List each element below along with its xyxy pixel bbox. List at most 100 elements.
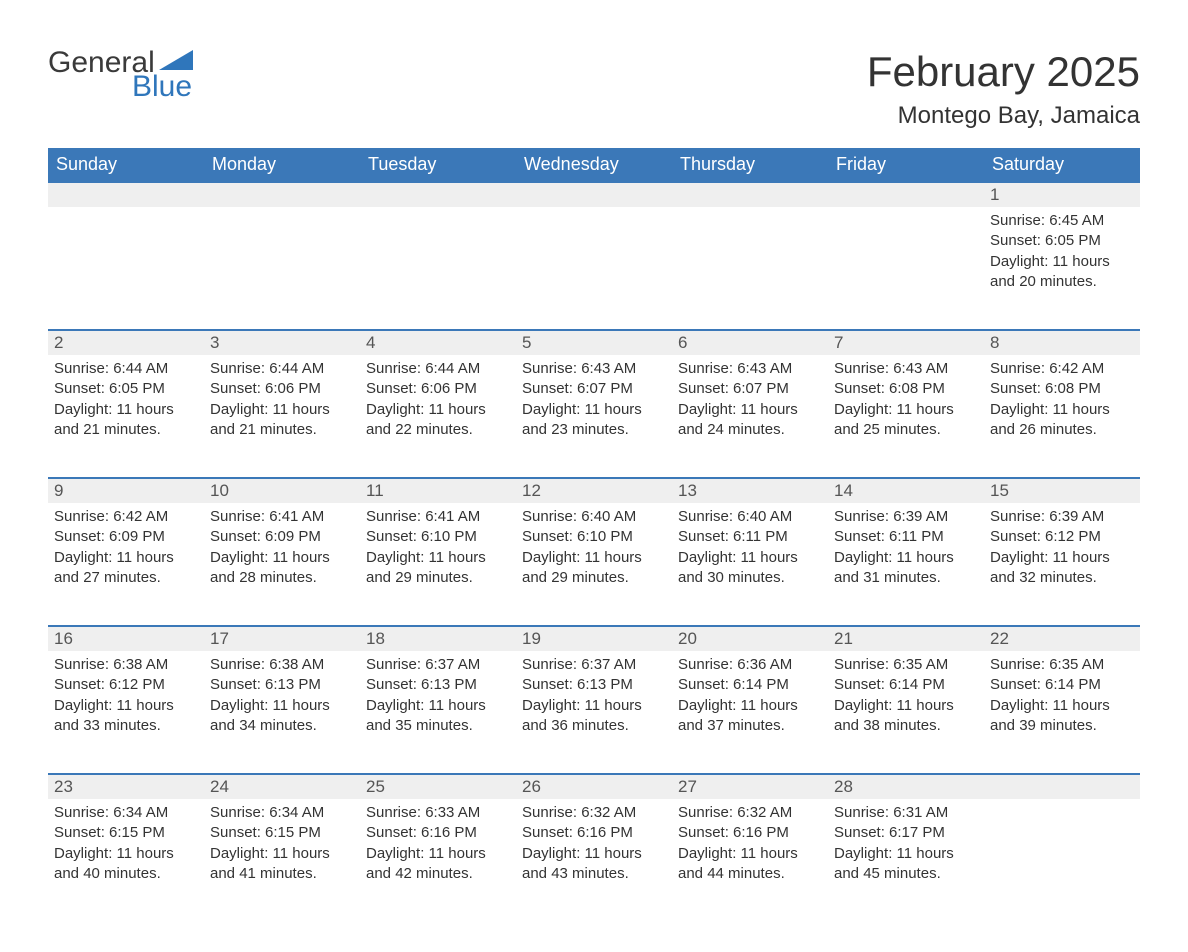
day-cell: 5Sunrise: 6:43 AMSunset: 6:07 PMDaylight…	[516, 330, 672, 478]
sunset: Sunset: 6:13 PM	[210, 675, 354, 695]
sunrise-value: 6:31 AM	[893, 804, 948, 821]
sunrise-value: 6:38 AM	[113, 656, 168, 673]
empty-cell	[672, 182, 828, 330]
day-cell: 16Sunrise: 6:38 AMSunset: 6:12 PMDayligh…	[48, 626, 204, 774]
sunset-label: Sunset:	[54, 380, 105, 397]
sunrise-value: 6:35 AM	[893, 656, 948, 673]
sunrise-label: Sunrise:	[990, 360, 1045, 377]
day-details: Sunrise: 6:36 AMSunset: 6:14 PMDaylight:…	[672, 651, 828, 740]
sunrise: Sunrise: 6:43 AM	[834, 359, 978, 379]
day-number: 21	[828, 627, 984, 651]
daylight: Daylight: 11 hours and 33 minutes.	[54, 696, 198, 737]
sunrise: Sunrise: 6:34 AM	[210, 803, 354, 823]
sunrise-label: Sunrise:	[210, 360, 265, 377]
sunrise: Sunrise: 6:41 AM	[210, 507, 354, 527]
day-number: 14	[828, 479, 984, 503]
daylight: Daylight: 11 hours and 37 minutes.	[678, 696, 822, 737]
sunrise-label: Sunrise:	[834, 360, 889, 377]
day-number	[672, 183, 828, 207]
daylight-label: Daylight:	[366, 401, 424, 418]
daylight-label: Daylight:	[834, 401, 892, 418]
day-cell: 4Sunrise: 6:44 AMSunset: 6:06 PMDaylight…	[360, 330, 516, 478]
sunrise: Sunrise: 6:35 AM	[990, 655, 1134, 675]
daylight-label: Daylight:	[366, 845, 424, 862]
sunrise-value: 6:45 AM	[1049, 212, 1104, 229]
day-number: 13	[672, 479, 828, 503]
sunset-label: Sunset:	[54, 528, 105, 545]
daylight: Daylight: 11 hours and 36 minutes.	[522, 696, 666, 737]
sunrise-value: 6:35 AM	[1049, 656, 1104, 673]
daylight-label: Daylight:	[990, 253, 1048, 270]
sunset-value: 6:14 PM	[889, 676, 945, 693]
sunrise: Sunrise: 6:44 AM	[366, 359, 510, 379]
empty-cell	[360, 182, 516, 330]
sunset-label: Sunset:	[522, 824, 573, 841]
sunset-value: 6:12 PM	[1045, 528, 1101, 545]
sunset-value: 6:14 PM	[733, 676, 789, 693]
sunrise-label: Sunrise:	[990, 212, 1045, 229]
daylight: Daylight: 11 hours and 32 minutes.	[990, 548, 1134, 589]
sunset: Sunset: 6:11 PM	[678, 527, 822, 547]
sunset: Sunset: 6:07 PM	[522, 379, 666, 399]
daylight-label: Daylight:	[210, 549, 268, 566]
day-details: Sunrise: 6:38 AMSunset: 6:13 PMDaylight:…	[204, 651, 360, 740]
sunset: Sunset: 6:09 PM	[210, 527, 354, 547]
day-number: 16	[48, 627, 204, 651]
day-details: Sunrise: 6:32 AMSunset: 6:16 PMDaylight:…	[672, 799, 828, 888]
day-number: 19	[516, 627, 672, 651]
day-number: 11	[360, 479, 516, 503]
sunset: Sunset: 6:10 PM	[522, 527, 666, 547]
sunrise-label: Sunrise:	[366, 656, 421, 673]
day-cell: 12Sunrise: 6:40 AMSunset: 6:10 PMDayligh…	[516, 478, 672, 626]
sunrise-label: Sunrise:	[210, 656, 265, 673]
daylight: Daylight: 11 hours and 41 minutes.	[210, 844, 354, 885]
sunset-label: Sunset:	[990, 380, 1041, 397]
sunrise-value: 6:42 AM	[1049, 360, 1104, 377]
day-details: Sunrise: 6:37 AMSunset: 6:13 PMDaylight:…	[360, 651, 516, 740]
week-row: 9Sunrise: 6:42 AMSunset: 6:09 PMDaylight…	[48, 478, 1140, 626]
day-number	[48, 183, 204, 207]
daylight: Daylight: 11 hours and 28 minutes.	[210, 548, 354, 589]
sunrise-value: 6:44 AM	[269, 360, 324, 377]
sunset-value: 6:15 PM	[265, 824, 321, 841]
sunrise: Sunrise: 6:35 AM	[834, 655, 978, 675]
sunrise-value: 6:38 AM	[269, 656, 324, 673]
daylight: Daylight: 11 hours and 30 minutes.	[678, 548, 822, 589]
day-cell: 18Sunrise: 6:37 AMSunset: 6:13 PMDayligh…	[360, 626, 516, 774]
sunset-label: Sunset:	[210, 528, 261, 545]
sunrise: Sunrise: 6:32 AM	[678, 803, 822, 823]
sunrise: Sunrise: 6:42 AM	[990, 359, 1134, 379]
sunrise-value: 6:32 AM	[581, 804, 636, 821]
day-cell: 21Sunrise: 6:35 AMSunset: 6:14 PMDayligh…	[828, 626, 984, 774]
daylight-label: Daylight:	[522, 845, 580, 862]
sunset-label: Sunset:	[522, 528, 573, 545]
sunrise-value: 6:37 AM	[425, 656, 480, 673]
day-cell: 23Sunrise: 6:34 AMSunset: 6:15 PMDayligh…	[48, 774, 204, 922]
sunrise-label: Sunrise:	[834, 804, 889, 821]
day-number: 8	[984, 331, 1140, 355]
daylight-label: Daylight:	[522, 697, 580, 714]
sunset-value: 6:08 PM	[889, 380, 945, 397]
empty-cell	[204, 182, 360, 330]
daylight-label: Daylight:	[54, 401, 112, 418]
day-number: 1	[984, 183, 1140, 207]
sunrise: Sunrise: 6:39 AM	[834, 507, 978, 527]
day-details: Sunrise: 6:43 AMSunset: 6:07 PMDaylight:…	[672, 355, 828, 444]
sunset-value: 6:13 PM	[577, 676, 633, 693]
sunset-value: 6:06 PM	[421, 380, 477, 397]
day-details: Sunrise: 6:40 AMSunset: 6:11 PMDaylight:…	[672, 503, 828, 592]
sunrise: Sunrise: 6:42 AM	[54, 507, 198, 527]
sunset-value: 6:16 PM	[421, 824, 477, 841]
sunset-value: 6:12 PM	[109, 676, 165, 693]
sunrise: Sunrise: 6:38 AM	[54, 655, 198, 675]
sunrise-label: Sunrise:	[678, 804, 733, 821]
day-header: Thursday	[672, 148, 828, 182]
calendar-table: SundayMondayTuesdayWednesdayThursdayFrid…	[48, 148, 1140, 922]
sunrise-value: 6:39 AM	[893, 508, 948, 525]
day-cell: 27Sunrise: 6:32 AMSunset: 6:16 PMDayligh…	[672, 774, 828, 922]
sunset-label: Sunset:	[834, 380, 885, 397]
sunset: Sunset: 6:06 PM	[210, 379, 354, 399]
sunrise-label: Sunrise:	[678, 508, 733, 525]
day-cell: 11Sunrise: 6:41 AMSunset: 6:10 PMDayligh…	[360, 478, 516, 626]
daylight-label: Daylight:	[366, 697, 424, 714]
